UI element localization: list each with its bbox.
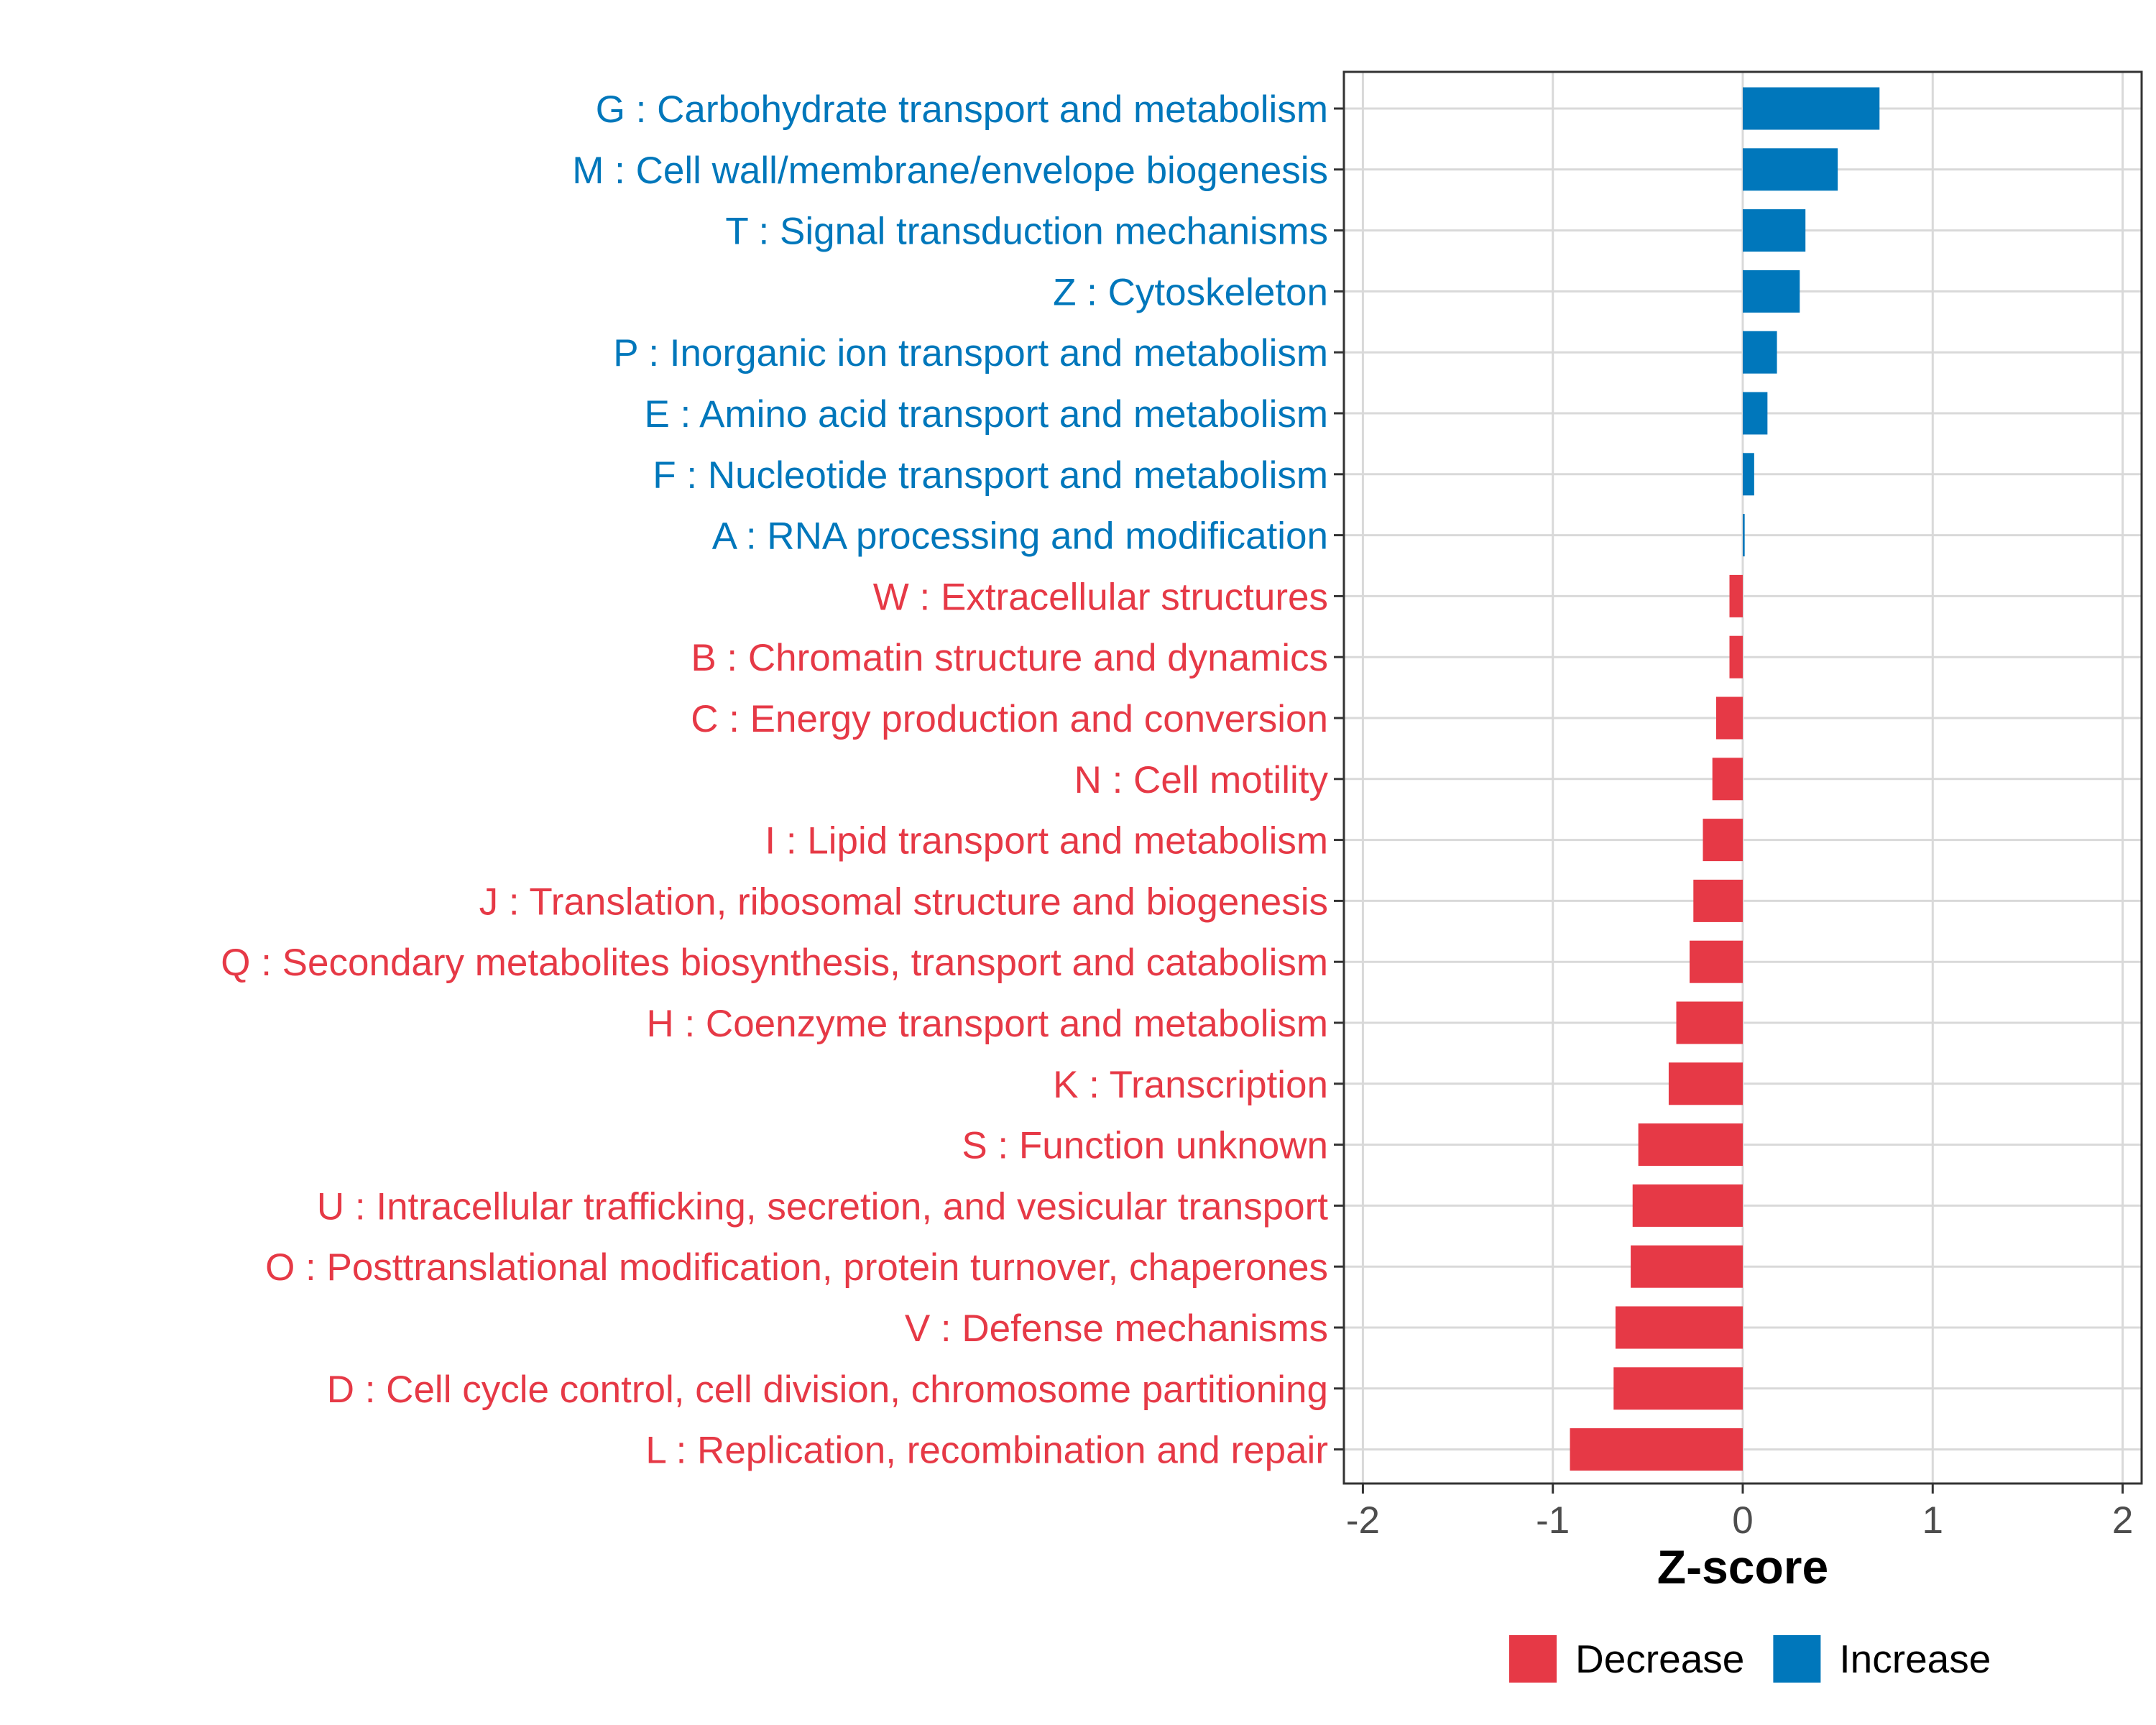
bar-l <box>1570 1428 1743 1471</box>
legend-label-decrease: Decrease <box>1575 1637 1744 1681</box>
bar-i <box>1703 819 1743 862</box>
category-label: U : Intracellular trafficking, secretion… <box>317 1185 1328 1228</box>
category-label: K : Transcription <box>1053 1064 1328 1106</box>
category-label: I : Lipid transport and metabolism <box>765 820 1328 862</box>
bar-s <box>1638 1123 1743 1167</box>
x-tick-label: 0 <box>1732 1499 1753 1542</box>
legend-key-decrease <box>1509 1635 1557 1683</box>
bar-b <box>1729 635 1743 678</box>
category-label: Z : Cytoskeleton <box>1053 271 1328 313</box>
bar-d <box>1613 1367 1743 1410</box>
bar-e <box>1743 392 1768 435</box>
bar-t <box>1743 209 1806 252</box>
bar-j <box>1693 879 1743 922</box>
category-label: E : Amino acid transport and metabolism <box>644 393 1328 436</box>
bar-p <box>1743 331 1777 374</box>
bars <box>1570 87 1880 1471</box>
bar-h <box>1676 1001 1743 1044</box>
bar-o <box>1631 1245 1743 1288</box>
legend-label-increase: Increase <box>1839 1637 1991 1681</box>
x-tick-label: 1 <box>1922 1499 1943 1542</box>
category-label: H : Coenzyme transport and metabolism <box>646 1003 1328 1045</box>
bar-w <box>1729 574 1743 617</box>
category-label: O : Posttranslational modification, prot… <box>265 1246 1328 1289</box>
bar-v <box>1615 1306 1743 1349</box>
legend-key-increase <box>1773 1635 1821 1683</box>
category-label: V : Defense mechanisms <box>905 1307 1328 1350</box>
category-label: Q : Secondary metabolites biosynthesis, … <box>221 942 1328 984</box>
category-label: P : Inorganic ion transport and metaboli… <box>613 332 1328 374</box>
category-label: C : Energy production and conversion <box>691 698 1328 740</box>
bar-a <box>1743 514 1745 557</box>
category-label: B : Chromatin structure and dynamics <box>691 637 1328 679</box>
bar-z <box>1743 270 1800 313</box>
category-label: M : Cell wall/membrane/envelope biogenes… <box>572 150 1328 192</box>
category-label: G : Carbohydrate transport and metabolis… <box>596 88 1328 131</box>
category-label: W : Extracellular structures <box>873 576 1328 618</box>
x-tick-label: 2 <box>2112 1499 2133 1542</box>
x-tick-label: -2 <box>1346 1499 1380 1542</box>
x-axis-ticks: -2 -1 0 1 2 <box>1346 1484 2133 1542</box>
category-label: J : Translation, ribosomal structure and… <box>479 880 1328 923</box>
legend: Decrease Increase <box>1509 1635 1991 1683</box>
bar-q <box>1690 940 1743 983</box>
y-axis-ticks <box>1334 107 1344 1451</box>
bar-c <box>1716 696 1743 740</box>
bar-m <box>1743 148 1838 191</box>
category-label: A : RNA processing and modification <box>712 515 1328 558</box>
category-label: S : Function unknown <box>962 1125 1328 1167</box>
bar-u <box>1632 1184 1743 1227</box>
bar-f <box>1743 453 1754 496</box>
bar-k <box>1668 1062 1743 1105</box>
category-label: L : Replication, recombination and repai… <box>645 1430 1328 1472</box>
category-label: D : Cell cycle control, cell division, c… <box>327 1368 1328 1411</box>
x-axis-title: Z-score <box>1657 1540 1828 1593</box>
x-tick-label: -1 <box>1536 1499 1570 1542</box>
bar-g <box>1743 87 1880 130</box>
category-labels: G : Carbohydrate transport and metabolis… <box>221 88 1328 1472</box>
category-label: F : Nucleotide transport and metabolism <box>653 454 1328 497</box>
category-label: N : Cell motility <box>1074 759 1329 801</box>
category-label: T : Signal transduction mechanisms <box>725 211 1328 253</box>
bar-n <box>1712 758 1743 801</box>
